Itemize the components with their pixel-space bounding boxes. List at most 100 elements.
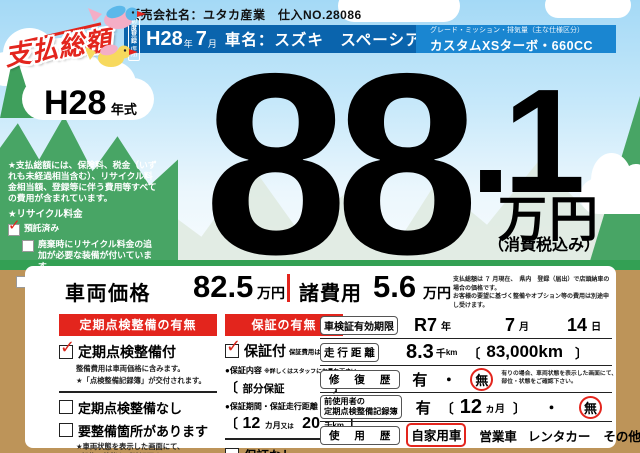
warranty-km: 20 (302, 415, 320, 432)
table-row-mileage: 走 行 距 離 8.3 千 km 〔 83,000 km 〕 (320, 339, 612, 366)
bracket-open: 〔 (225, 416, 239, 431)
option-label: 保証なし (244, 445, 294, 453)
mileage-label: 走 行 距 離 (320, 342, 379, 362)
checkbox-checked[interactable]: ✓ (59, 337, 75, 359)
option-label: 定期点検整備付 (78, 344, 176, 360)
maintenance-note2: ★「点検整備記録簿」が交付されます。 (76, 375, 206, 385)
model-year-unit: 年式 (110, 102, 137, 117)
check-icon: ✓ (60, 337, 76, 357)
warranty-panel: 保証の有無 ✓ 保証付 保証費用は車両価格に含みます。 ●保証内容 ※詳しくはス… (225, 314, 383, 453)
day-unit: 日 (591, 321, 602, 333)
fees-unit: 万円 (423, 285, 451, 301)
vehicle-price-label: 車両価格 (65, 283, 151, 305)
price-note-line2: お客様の要望に基づく整備やオプション等の費用は別途申し受けます。 (453, 294, 610, 310)
vehicle-price-value: 82.5 (193, 269, 254, 304)
usage-option-rental: レンタカー (527, 429, 591, 444)
repair-yes: 有 (412, 371, 428, 389)
divider (59, 390, 217, 393)
grade-value: カスタムXSターボ・660CC (430, 38, 594, 53)
separator-dot: ・ (544, 399, 560, 417)
fees-value: 5.6 (373, 269, 417, 304)
price-decimal: .1 (470, 59, 585, 224)
bracket-open: 〔 (225, 380, 239, 395)
table-row-inspection: 車検証有効期限 R7 年 7 月 14 日 (320, 312, 612, 339)
inspection-day: 14 (567, 314, 588, 335)
usage-option-private-selected: 自家用車 (406, 423, 467, 447)
registration-year: H28 (146, 27, 183, 50)
check-icon: ✓ (8, 217, 21, 235)
total-payment-note: ★支払総額には、保険料、税金（いずれも未経過相当含む）、リサイクル料金相当額、登… (8, 160, 157, 203)
price-tax-note: （消費税込み） (488, 237, 601, 254)
warranty-content-hint: ※詳しくはスタッフにお尋ね下さい。 (264, 369, 363, 375)
maintenance-header: 定期点検整備の有無 (59, 314, 217, 336)
cloud (545, 0, 631, 18)
first-registration-badge: 初度 登録 (年月) (128, 17, 141, 61)
option-label: 保証付 (244, 343, 286, 359)
cloud-right (580, 152, 640, 214)
bracket-open: 〔 (467, 345, 481, 361)
inspection-year: R7 (414, 314, 438, 335)
warranty-header: 保証の有無 (225, 314, 343, 336)
recycle-option-label: 預託済み (24, 223, 60, 234)
record-months-unit: ヵ月 (484, 403, 505, 415)
checkbox-unchecked[interactable] (59, 400, 73, 415)
grade-caption: グレード・ミッション・排気量（主な仕様区分） (430, 26, 584, 34)
bracket-close: 〕 (574, 345, 588, 361)
cloud-behind-model-year (22, 48, 154, 120)
repair-no-circled: 無 (470, 367, 494, 391)
badge-line3: (年月) (131, 45, 137, 58)
price-integer: 88 (204, 19, 479, 308)
table-row-repair-history: 修 復 歴 有 ・ 無 有りの場合、車両状態を表示した画面にて、 部位・状態をご… (320, 366, 617, 393)
maintenance-note1: 整備費用は車両価格に含みます。 (76, 364, 185, 373)
usage-label: 使 用 歴 (320, 425, 401, 445)
month-unit: 月 (519, 321, 530, 333)
warranty-months-unit: カ月 (264, 421, 281, 430)
car-name: 車名：スズキ スペーシア (224, 32, 422, 49)
table-row-service-record: 前使用者の 定期点検整備記録簿 有 〔 12 ヵ月 〕 ・ 無 (320, 393, 612, 422)
grade-section: グレード・ミッション・排気量（主な仕様区分） カスタムXSターボ・660CC (416, 25, 616, 53)
mileage-unit-sub: km (445, 347, 458, 357)
mileage-value: 8.3 (406, 340, 434, 363)
maintenance-note3: ★車両状態を表示した画面にて、 (76, 441, 185, 451)
registration-month: 7 (195, 27, 207, 50)
checkbox-unchecked[interactable] (59, 423, 73, 438)
warranty-period-label: ●保証期間・保証走行距離 (225, 402, 318, 411)
warranty-months: 12 (242, 415, 261, 432)
odometer-unit: km (538, 342, 563, 361)
vehicle-header-bar: 初度 登録 (年月) H28 年 7 月 車名：スズキ スペーシア グレード・ミ… (124, 17, 616, 61)
mileage-unit: 千 (435, 348, 446, 360)
record-label-line2: 定期点検整備記録簿 (324, 407, 398, 416)
checkbox-unchecked[interactable] (22, 240, 34, 253)
checkbox-unchecked[interactable] (225, 447, 239, 453)
vehicle-price-unit: 万円 (257, 285, 285, 301)
separator-dot: ・ (441, 371, 457, 389)
year-unit: 年 (441, 321, 452, 333)
vehicle-details-table: 車検証有効期限 R7 年 7 月 14 日 走 行 距 離 8.3 千 km 〔 … (320, 312, 640, 448)
recycle-option-deposited: ✓ 預託済み (8, 217, 160, 237)
checkbox-checked[interactable]: ✓ (225, 336, 241, 358)
option-label: 定期点検整備なし (78, 400, 183, 416)
odometer-value: 83,000 (486, 342, 539, 361)
registration-month-unit: 月 (207, 38, 217, 49)
badge-line1: 初度 (131, 19, 138, 32)
inspection-month: 7 (505, 314, 516, 335)
repair-note-line1: 有りの場合、車両状態を表示した画面にて、 (501, 371, 618, 378)
details-panel: 車両価格 82.5 万円 諸費用 5.6 万円 支払総額は ７ 月現在、 県内 … (25, 266, 640, 453)
label: ●保証内容 (225, 366, 262, 375)
warranty-content-label: ●保証内容 ※詳しくはスタッフにお尋ね下さい。 (225, 365, 362, 376)
repair-note-line2: 部位・状態をご確認下さい。 (501, 379, 577, 385)
record-no-circled: 無 (579, 395, 603, 419)
registration-section: 初度 登録 (年月) H28 年 7 月 車名：スズキ スペーシア (124, 17, 420, 61)
dealer-line: 販売会社名：ユタカ産業 仕入NO.28086 (128, 8, 362, 22)
birds-icon (86, 5, 146, 67)
maintenance-option-serviced: ✓ 定期点検整備付 (59, 337, 217, 362)
maintenance-option-needed: 要整備箇所があります (59, 421, 217, 440)
repair-label: 修 復 歴 (320, 369, 401, 389)
checkbox-checked[interactable]: ✓ (8, 217, 21, 237)
registration-year-unit: 年 (183, 38, 193, 49)
record-yes: 有 (415, 399, 431, 417)
maintenance-panel: 定期点検整備の有無 ✓ 定期点検整備付 整備費用は車両価格に含みます。 ★「点検… (59, 314, 217, 453)
option-label: 要整備箇所があります (78, 423, 209, 439)
usage-option-other: その他 (603, 429, 640, 444)
